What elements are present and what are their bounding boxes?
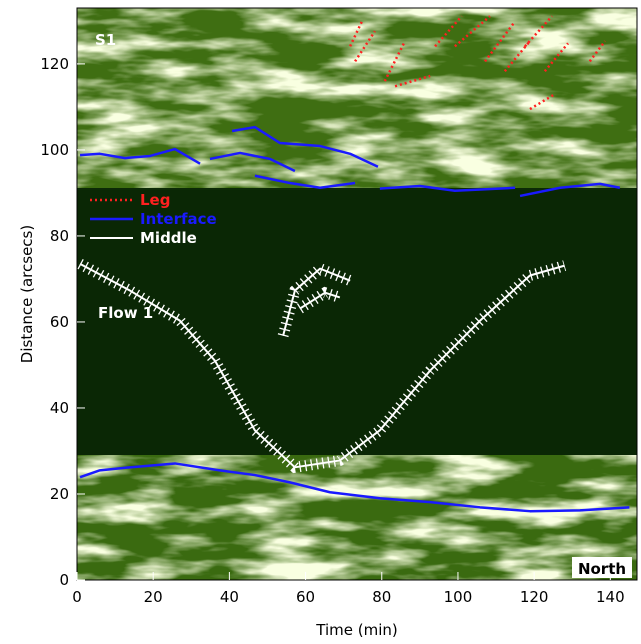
legend-label: Interface (140, 210, 217, 228)
north-label: North (578, 560, 626, 578)
y-axis-label: Distance (arcsecs) (18, 225, 36, 363)
x-tick-label: 60 (296, 588, 315, 606)
legend-label: Middle (140, 229, 197, 247)
x-axis-label: Time (min) (315, 621, 397, 639)
y-tick-label: 100 (40, 141, 69, 159)
y-tick-label: 60 (50, 313, 69, 331)
series-line (349, 15, 606, 111)
series-line (79, 125, 630, 513)
flow-label: Flow 1 (98, 304, 153, 322)
y-tick-label: 120 (40, 55, 69, 73)
panel-label: S1 (95, 31, 116, 49)
x-tick-label: 40 (220, 588, 239, 606)
x-tick-label: 100 (444, 588, 473, 606)
background-image (77, 8, 637, 580)
legend-label: Leg (140, 191, 170, 209)
x-tick-label: 120 (520, 588, 549, 606)
y-tick-label: 0 (59, 571, 69, 589)
plot-frame (76, 7, 638, 581)
x-tick-label: 80 (372, 588, 391, 606)
series-line (79, 263, 565, 469)
y-tick-label: 40 (50, 399, 69, 417)
x-tick-label: 140 (596, 588, 625, 606)
y-tick-label: 80 (50, 227, 69, 245)
north-box (572, 557, 632, 578)
y-tick-label: 20 (50, 485, 69, 503)
x-tick-label: 20 (144, 588, 163, 606)
x-tick-label: 0 (72, 588, 82, 606)
